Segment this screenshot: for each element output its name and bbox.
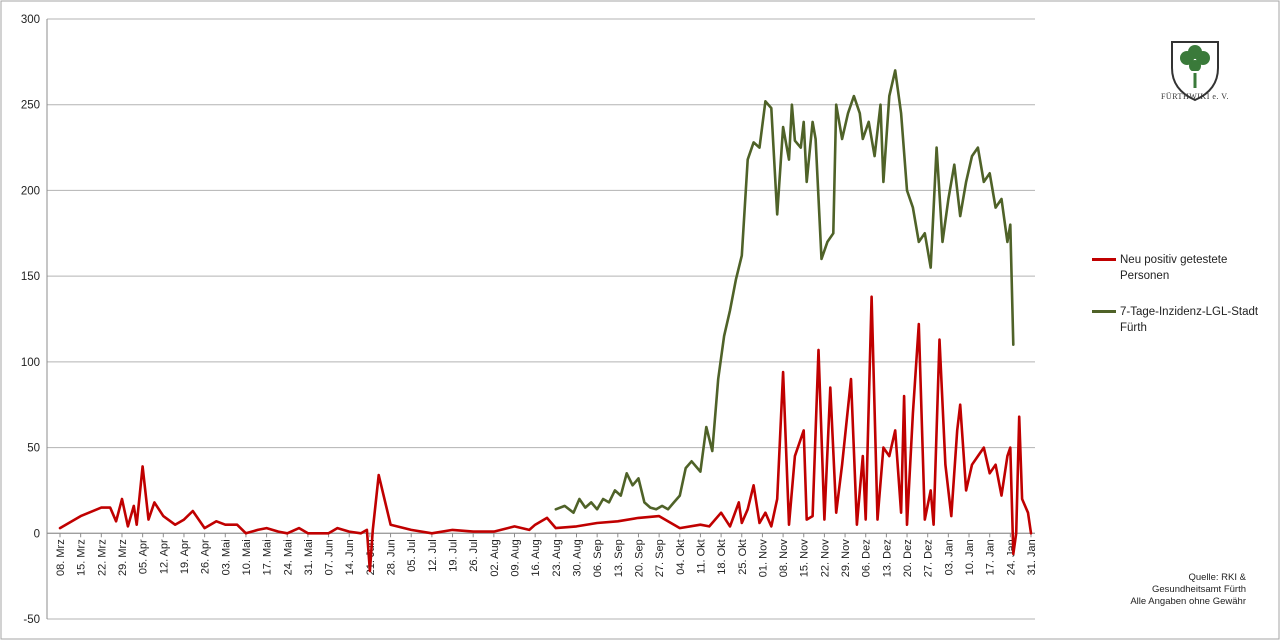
source-line-1: Quelle: RKI &: [1188, 572, 1246, 583]
x-tick-label: 23. Aug: [551, 539, 563, 576]
x-tick-label: 11. Okt: [695, 539, 707, 574]
x-tick-label: 10. Jan: [964, 539, 976, 575]
x-tick-label: 03. Mai: [220, 539, 232, 575]
x-tick-label: 27. Dez: [923, 539, 935, 577]
x-tick-label: 29. Mrz: [117, 539, 129, 576]
x-tick-label: 13. Dez: [881, 539, 893, 577]
y-tick-label: 200: [21, 185, 40, 197]
x-tick-label: 30. Aug: [571, 539, 583, 576]
x-tick-label: 04. Okt: [675, 539, 687, 574]
x-tick-label: 10. Mai: [241, 539, 253, 575]
x-tick-label: 09. Aug: [510, 539, 522, 576]
y-tick-label: 0: [34, 528, 40, 540]
legend-label-incidence: 7-Tage-Inzidenz-LGL-Stadt Fürth: [1120, 306, 1259, 334]
source-note: Quelle: RKI & Gesundheitsamt Fürth Alle …: [1100, 572, 1246, 608]
source-line-3: Alle Angaben ohne Gewähr: [1130, 596, 1246, 607]
series-line-new-positive: [58, 295, 1033, 573]
y-tick-label: 150: [21, 271, 40, 283]
x-tick-label: 17. Mai: [262, 539, 274, 575]
x-tick-label: 12. Apr: [158, 539, 170, 574]
legend-swatch-incidence: [1092, 310, 1116, 313]
x-tick-label: 28. Jun: [386, 539, 398, 575]
x-tick-label: 16. Aug: [530, 539, 542, 576]
y-tick-labels: -50 0 50 100 150 200 250 300: [21, 14, 40, 626]
x-tick-label: 03. Jan: [943, 539, 955, 575]
y-tick-label: 100: [21, 357, 40, 369]
x-tick-label: 26. Apr: [200, 539, 212, 574]
x-tick-label: 31. Mai: [303, 539, 315, 575]
x-tick-label: 13. Sep: [613, 539, 625, 577]
x-tick-label: 19. Apr: [179, 539, 191, 574]
x-tick-label: 06. Sep: [592, 539, 604, 577]
y-tick-label: 250: [21, 100, 40, 112]
x-tick-label: 29. Nov: [840, 539, 852, 577]
x-tick-label: 27. Sep: [654, 539, 666, 577]
legend-label-new-positive: Neu positiv getestete Personen: [1120, 254, 1228, 282]
x-tick-label: 05. Jul: [406, 539, 418, 571]
x-tick-label: 26. Jul: [468, 539, 480, 571]
x-tick-label: 14. Jun: [344, 539, 356, 575]
x-tick-label: 08. Nov: [778, 539, 790, 577]
x-tick-label: 01. Nov: [757, 539, 769, 577]
x-tick-label: 25. Okt: [737, 539, 749, 574]
y-tick-label: 300: [21, 14, 40, 26]
x-tick-label: 07. Jun: [324, 539, 336, 575]
x-tick-label: 15. Mrz: [76, 539, 88, 576]
x-tick-label: 22. Mrz: [96, 539, 108, 576]
cloverleaf-logo-icon: [1171, 41, 1219, 102]
series-lines: [58, 69, 1033, 573]
x-tick-label: 12. Jul: [427, 539, 439, 571]
legend-swatch-new-positive: [1092, 258, 1116, 261]
x-tick-label: 02. Aug: [489, 539, 501, 576]
y-tick-label: -50: [23, 614, 40, 626]
series-line-incidence: [554, 69, 1015, 515]
x-tick-label: 05. Apr: [138, 539, 150, 574]
y-tick-label: 50: [27, 443, 40, 455]
x-tick-label: 20. Sep: [633, 539, 645, 577]
x-tick-label: 06. Dez: [861, 539, 873, 577]
source-line-2: Gesundheitsamt Fürth: [1152, 584, 1246, 595]
x-tick-label: 08. Mrz: [55, 539, 67, 576]
axes: [46, 19, 1035, 619]
logo-caption: FÜRTHWIKI e. V.: [1160, 92, 1230, 101]
x-tick-label: 20. Dez: [902, 539, 914, 577]
x-tick-label: 17. Jan: [985, 539, 997, 575]
x-tick-label: 15. Nov: [799, 539, 811, 577]
x-tick-label: 19. Jul: [448, 539, 460, 571]
x-tick-label: 31. Jan: [1026, 539, 1038, 575]
x-tick-label: 22. Nov: [819, 539, 831, 577]
x-tick-labels: 08. Mrz 15. Mrz 22. Mrz 29. Mrz 05. Apr 12. A…: [55, 539, 1038, 577]
x-tick-label: 24. Mai: [282, 539, 294, 575]
x-tick-label: 18. Okt: [716, 539, 728, 574]
